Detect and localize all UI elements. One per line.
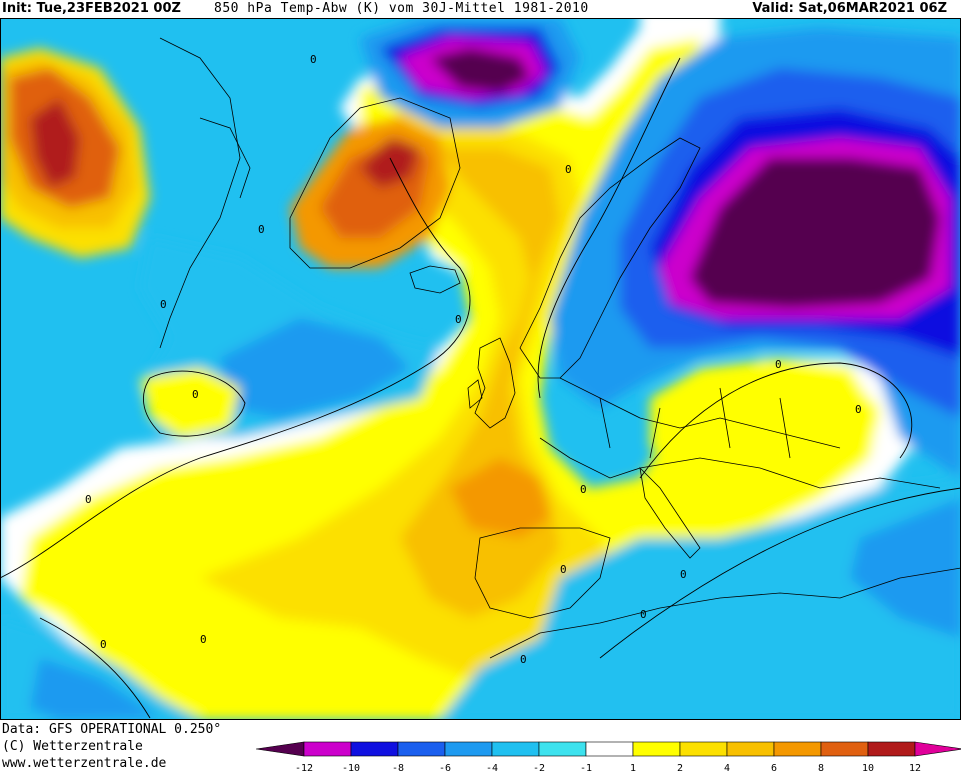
legend-tick-label: 2 — [677, 763, 683, 774]
legend-ticks: -12 -10 -8 -6 -4 -2 -1 1 2 4 6 8 10 12 — [295, 763, 921, 774]
legend-swatch — [914, 741, 961, 757]
contour-label: 0 — [200, 633, 207, 646]
legend-tick-label: 8 — [818, 763, 824, 774]
temperature-anomaly-map: 0 0 0 0 0 0 0 0 0 0 0 0 0 0 0 0 — [0, 18, 961, 720]
init-time-label: Init: Tue,23FEB2021 00Z — [2, 1, 181, 16]
zero-contours — [0, 57, 961, 719]
contour-label: 0 — [100, 638, 107, 651]
legend-swatch — [491, 741, 540, 757]
country-borders — [559, 377, 841, 449]
zero-contour — [39, 617, 151, 719]
contour-label: 0 — [520, 653, 527, 666]
contour-label: 0 — [580, 483, 587, 496]
valid-time-label: Valid: Sat,06MAR2021 06Z — [752, 1, 947, 16]
map-header: Init: Tue,23FEB2021 00Z 850 hPa Temp-Abw… — [0, 0, 961, 18]
contour-label: 0 — [310, 53, 317, 66]
legend-tick-label: -10 — [342, 763, 360, 774]
contour-label: 0 — [258, 223, 265, 236]
legend-swatch — [303, 741, 352, 757]
legend-swatch — [256, 741, 305, 757]
legend-tick-label: -8 — [392, 763, 404, 774]
anomaly-field — [0, 18, 961, 720]
contour-label: 0 — [455, 313, 462, 326]
legend-swatch — [632, 741, 681, 757]
zero-contour — [639, 362, 913, 479]
legend-tick-label: 6 — [771, 763, 777, 774]
britain-coast — [474, 337, 516, 429]
contour-label: 0 — [775, 358, 782, 371]
legend-swatch — [397, 741, 446, 757]
legend-tick-label: 10 — [862, 763, 874, 774]
legend-tick-label: 12 — [909, 763, 921, 774]
legend-swatch — [867, 741, 916, 757]
contour-label: 0 — [192, 388, 199, 401]
legend-swatch — [679, 741, 728, 757]
legend-tick-label: 1 — [630, 763, 636, 774]
legend-bar — [256, 741, 961, 757]
north-africa-coast — [489, 567, 961, 659]
contour-label: 0 — [855, 403, 862, 416]
baffin-coast — [199, 117, 251, 199]
zero-contour — [537, 57, 681, 399]
iceland-coast — [409, 265, 461, 294]
legend-swatch — [820, 741, 869, 757]
europe-coast — [539, 437, 941, 489]
ireland-coast — [467, 379, 483, 409]
contour-label: 0 — [680, 568, 687, 581]
zero-contour — [599, 487, 961, 659]
contour-labels: 0 0 0 0 0 0 0 0 0 0 0 0 0 0 0 0 — [85, 53, 862, 666]
coastlines — [159, 37, 961, 659]
country-borders-inner — [599, 387, 791, 459]
iberia-coast — [474, 527, 611, 619]
data-source-label: Data: GFS OPERATIONAL 0.250° — [2, 722, 222, 737]
contour-label: 0 — [565, 163, 572, 176]
zero-contour — [143, 370, 246, 437]
legend-tick-label: -4 — [486, 763, 498, 774]
website-label: www.wetterzentrale.de — [2, 756, 167, 771]
contour-label: 0 — [560, 563, 567, 576]
legend-tick-label: -2 — [533, 763, 545, 774]
legend-tick-label: -6 — [439, 763, 451, 774]
legend-swatch — [585, 741, 634, 757]
contour-label: 0 — [160, 298, 167, 311]
legend-tick-label: -1 — [580, 763, 592, 774]
legend-swatch — [726, 741, 775, 757]
contour-label: 0 — [85, 493, 92, 506]
canada-coast — [159, 37, 241, 349]
legend-swatch — [350, 741, 399, 757]
zero-contour — [0, 157, 471, 579]
copyright-label: (C) Wetterzentrale — [2, 739, 143, 754]
legend-swatch — [444, 741, 493, 757]
greenland-coast — [289, 97, 461, 269]
legend-swatch — [773, 741, 822, 757]
italy-coast — [639, 466, 701, 559]
legend-tick-label: 4 — [724, 763, 730, 774]
map-title: 850 hPa Temp-Abw (K) vom 30J-Mittel 1981… — [214, 1, 589, 16]
color-legend: -12 -10 -8 -6 -4 -2 -1 1 2 4 6 8 10 12 — [256, 741, 961, 774]
contour-label: 0 — [640, 608, 647, 621]
legend-swatch — [538, 741, 587, 757]
map-footer: Data: GFS OPERATIONAL 0.250° (C) Wetterz… — [0, 720, 961, 775]
scandinavia-coast — [519, 137, 701, 379]
legend-tick-label: -12 — [295, 763, 313, 774]
